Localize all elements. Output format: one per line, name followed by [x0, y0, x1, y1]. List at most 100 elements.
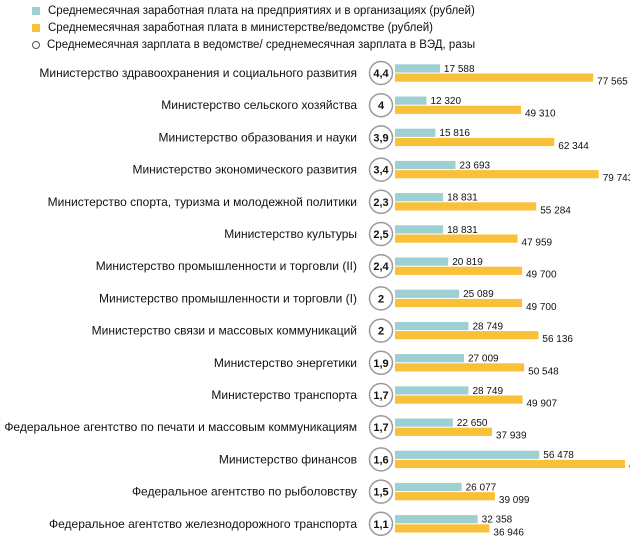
enterprise-salary-label: 26 077: [466, 482, 497, 493]
ratio-value: 1,9: [373, 358, 388, 370]
category-label: Министерство культуры: [224, 227, 357, 241]
ratio-value: 1,1: [373, 519, 388, 531]
enterprise-salary-bar: [395, 160, 456, 170]
ratio-circle: [368, 125, 394, 150]
ratio-value: 4: [378, 100, 385, 112]
ministry-salary-bar: [395, 524, 490, 533]
ratio-value: 3,4: [373, 165, 389, 177]
enterprise-salary-label: 28 749: [472, 386, 503, 397]
ministry-salary-label: 62 344: [558, 141, 589, 152]
ministry-salary-bar: [395, 492, 495, 501]
ministry-salary-label: 55 284: [540, 205, 571, 216]
ratio-value: 1,7: [373, 422, 388, 434]
ministry-salary-bar: [395, 234, 518, 243]
category-label: Федеральное агентство железнодорожного т…: [49, 517, 357, 531]
ratio-circle: [368, 253, 394, 279]
category-label: Министерство образования и науки: [158, 130, 357, 144]
legend-label-enterprise: Среднемесячная заработная плата на предп…: [48, 5, 475, 17]
enterprise-salary-bar: [395, 515, 478, 524]
ratio-value: 4,4: [373, 68, 389, 80]
legend-item-ministry-salary: Среднемесячная заработная плата в минист…: [32, 21, 433, 35]
enterprise-salary-bar: [395, 193, 444, 202]
ratio-circle: [368, 350, 394, 376]
ministry-salary-bar: [395, 395, 523, 404]
ministry-salary-bar: [395, 331, 539, 340]
category-label: Министерство сельского хозяйства: [161, 98, 357, 112]
enterprise-salary-label: 18 831: [447, 225, 478, 236]
enterprise-salary-label: 22 650: [457, 418, 488, 429]
ratio-value: 1,6: [373, 454, 388, 466]
enterprise-salary-bar: [395, 482, 462, 492]
ratio-circle: [368, 60, 394, 86]
ratio-value: 2: [378, 293, 384, 305]
ratio-circle: [368, 511, 394, 537]
category-label: Министерство транспорта: [211, 388, 357, 402]
category-label: Министерство связи и массовых коммуникац…: [92, 324, 357, 338]
ministry-salary-label: 37 939: [496, 431, 527, 442]
ministry-salary-label: 50 548: [528, 366, 559, 377]
category-label: Министерство здравоохранения и социально…: [39, 66, 357, 80]
category-label: Министерство финансов: [219, 452, 357, 466]
enterprise-salary-label: 12 320: [430, 96, 461, 107]
ministry-salary-bar: [395, 73, 594, 82]
category-label: Министерство энергетики: [214, 356, 357, 370]
ratio-value: 1,7: [373, 390, 388, 402]
ratio-value: 3,9: [373, 132, 388, 144]
ratio-circle: [368, 189, 394, 215]
enterprise-salary-label: 32 358: [482, 515, 513, 526]
ratio-circle: [368, 221, 394, 247]
enterprise-salary-label: 56 478: [543, 450, 574, 461]
ministry-salary-bar: [395, 459, 625, 469]
legend-label-ratio: Среднемесячная зарплата в ведомстве/ сре…: [47, 39, 476, 51]
ministry-salary-label: 77 565: [597, 77, 628, 88]
enterprise-salary-label: 20 819: [452, 257, 483, 268]
ministry-salary-bar: [395, 298, 522, 308]
legend-item-enterprise-salary: Среднемесячная заработная плата на предп…: [32, 4, 475, 18]
ministry-salary-label: 49 700: [526, 302, 557, 313]
category-label: Министерство промышленности и торговли (…: [96, 259, 357, 273]
legend-label-ministry: Среднемесячная заработная плата в минист…: [48, 22, 433, 34]
ratio-circle: [368, 479, 394, 504]
ratio-circle: [368, 447, 394, 472]
category-label: Министерство спорта, туризма и молодежно…: [48, 195, 357, 209]
category-label: Федеральное агентство по печати и массов…: [4, 420, 357, 434]
enterprise-salary-bar: [395, 354, 465, 363]
legend-item-ratio: Среднемесячная зарплата в ведомстве/ сре…: [32, 38, 475, 52]
legend-circle-icon: [32, 41, 40, 49]
ratio-circle: [368, 286, 394, 311]
chart-legend: Среднемесячная заработная плата на предп…: [0, 0, 630, 60]
category-label: Министерство промышленности и торговли (…: [99, 291, 357, 305]
enterprise-salary-bar: [395, 225, 444, 234]
ministry-salary-label: 39 099: [499, 495, 530, 506]
enterprise-salary-label: 27 009: [468, 354, 499, 365]
ministry-salary-bar: [395, 363, 525, 372]
enterprise-salary-label: 28 749: [472, 321, 503, 332]
enterprise-salary-label: 23 693: [460, 160, 491, 171]
ministry-salary-label: 79 743: [603, 173, 630, 184]
ministry-salary-bar: [395, 427, 492, 436]
ministry-salary-label: 56 136: [542, 334, 573, 345]
ratio-value: 1,5: [373, 487, 388, 499]
enterprise-salary-bar: [395, 450, 540, 459]
ministry-salary-bar: [395, 202, 537, 211]
ministry-salary-label: 49 310: [525, 109, 556, 120]
ministry-salary-label: 49 907: [527, 399, 558, 410]
ministry-salary-label: 36 946: [493, 527, 524, 538]
ministry-salary-bar: [395, 170, 599, 179]
ratio-value: 2: [378, 326, 384, 338]
ratio-value: 2,3: [373, 197, 388, 209]
ratio-circle: [368, 92, 394, 118]
enterprise-salary-label: 15 816: [439, 128, 470, 139]
enterprise-salary-label: 25 089: [463, 289, 494, 300]
category-label: Федеральное агентство по рыболовству: [132, 485, 357, 499]
ratio-circle: [368, 318, 394, 343]
ministry-salary-bar: [395, 105, 521, 114]
enterprise-salary-bar: [395, 321, 469, 331]
enterprise-salary-bar: [395, 289, 460, 298]
enterprise-salary-bar: [395, 418, 453, 427]
ratio-circle: [368, 414, 394, 440]
legend-swatch-enterprise: [32, 7, 40, 15]
enterprise-salary-bar: [395, 257, 449, 266]
ministry-salary-label: 49 700: [526, 270, 557, 281]
ministry-salary-bar: [395, 266, 522, 275]
